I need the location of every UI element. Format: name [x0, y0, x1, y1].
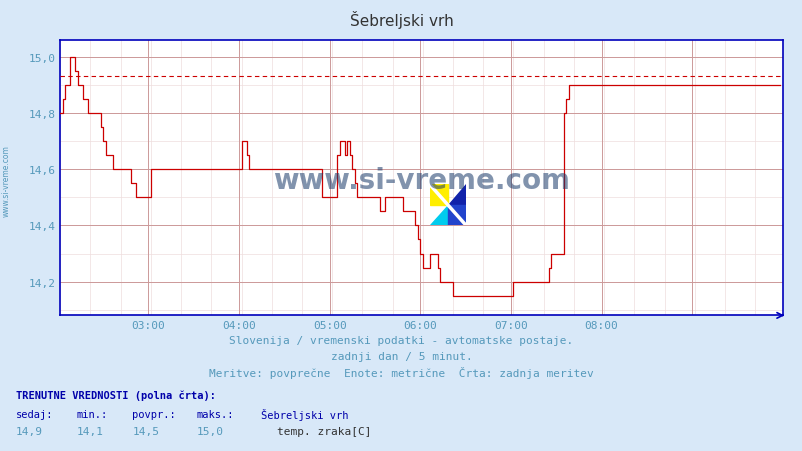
Bar — [448, 205, 465, 226]
Text: povpr.:: povpr.: — [132, 409, 176, 419]
Text: 14,5: 14,5 — [132, 426, 160, 436]
Text: Šebreljski vrh: Šebreljski vrh — [349, 11, 453, 29]
Text: zadnji dan / 5 minut.: zadnji dan / 5 minut. — [330, 351, 472, 361]
Polygon shape — [448, 185, 465, 205]
Text: www.si-vreme.com: www.si-vreme.com — [2, 144, 11, 216]
Text: Šebreljski vrh: Šebreljski vrh — [261, 408, 348, 420]
Text: maks.:: maks.: — [196, 409, 234, 419]
Text: 14,9: 14,9 — [16, 426, 43, 436]
Bar — [429, 185, 448, 205]
Text: Slovenija / vremenski podatki - avtomatske postaje.: Slovenija / vremenski podatki - avtomats… — [229, 336, 573, 345]
Text: sedaj:: sedaj: — [16, 409, 54, 419]
Polygon shape — [429, 205, 448, 226]
Text: 15,0: 15,0 — [196, 426, 224, 436]
Text: 14,1: 14,1 — [76, 426, 103, 436]
Text: www.si-vreme.com: www.si-vreme.com — [273, 166, 569, 194]
Text: Meritve: povprečne  Enote: metrične  Črta: zadnja meritev: Meritve: povprečne Enote: metrične Črta:… — [209, 366, 593, 378]
Text: min.:: min.: — [76, 409, 107, 419]
Text: temp. zraka[C]: temp. zraka[C] — [277, 426, 371, 436]
Text: TRENUTNE VREDNOSTI (polna črta):: TRENUTNE VREDNOSTI (polna črta): — [16, 389, 216, 400]
